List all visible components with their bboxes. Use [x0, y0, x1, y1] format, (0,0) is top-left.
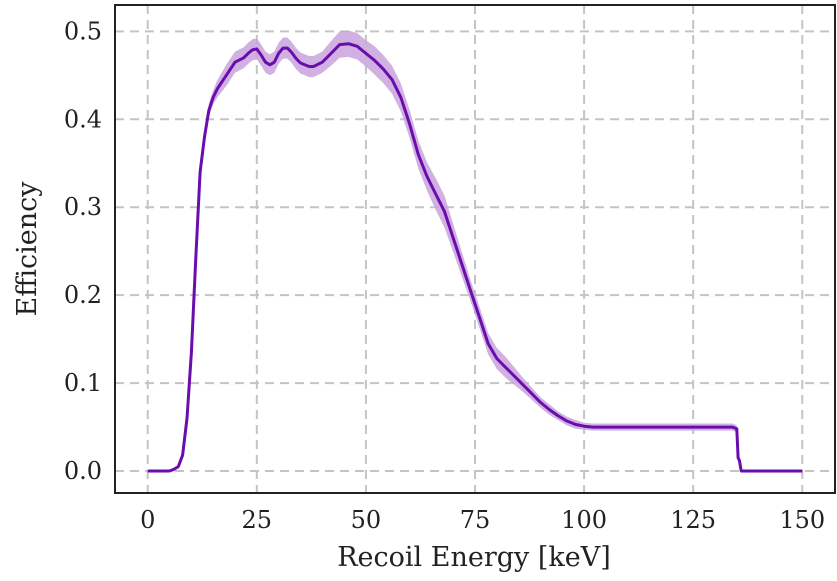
plot-frame [114, 4, 836, 494]
x-axis-label: Recoil Energy [keV] [337, 542, 611, 573]
y-tick-label-0: 0.0 [64, 457, 102, 485]
y-tick-label-4: 0.4 [64, 105, 102, 133]
x-tick-label-0: 0 [140, 506, 155, 534]
y-tick-label-layer: 0.0 0.1 0.2 0.3 0.4 0.5 [64, 17, 102, 485]
series-line-layer [147, 42, 803, 473]
plot-frame-layer [114, 4, 836, 494]
x-tick-label-5: 125 [670, 506, 716, 534]
x-tick-label-layer: 0 25 50 75 100 125 150 [140, 506, 825, 534]
grid-layer [115, 5, 835, 493]
y-tick-label-1: 0.1 [64, 369, 102, 397]
y-tick-label-2: 0.2 [64, 281, 102, 309]
x-tick-label-4: 100 [561, 506, 607, 534]
x-tick-label-6: 150 [779, 506, 825, 534]
y-tick-label-5: 0.5 [64, 17, 102, 45]
y-tick-label-3: 0.3 [64, 193, 102, 221]
uncertainty-band [147, 30, 803, 471]
y-axis-label: Efficiency [12, 181, 43, 317]
x-tick-label-1: 25 [242, 506, 273, 534]
uncertainty-band-layer [147, 30, 803, 471]
efficiency-line [147, 42, 803, 473]
x-tick-label-3: 75 [460, 506, 491, 534]
x-tick-label-2: 50 [351, 506, 382, 534]
